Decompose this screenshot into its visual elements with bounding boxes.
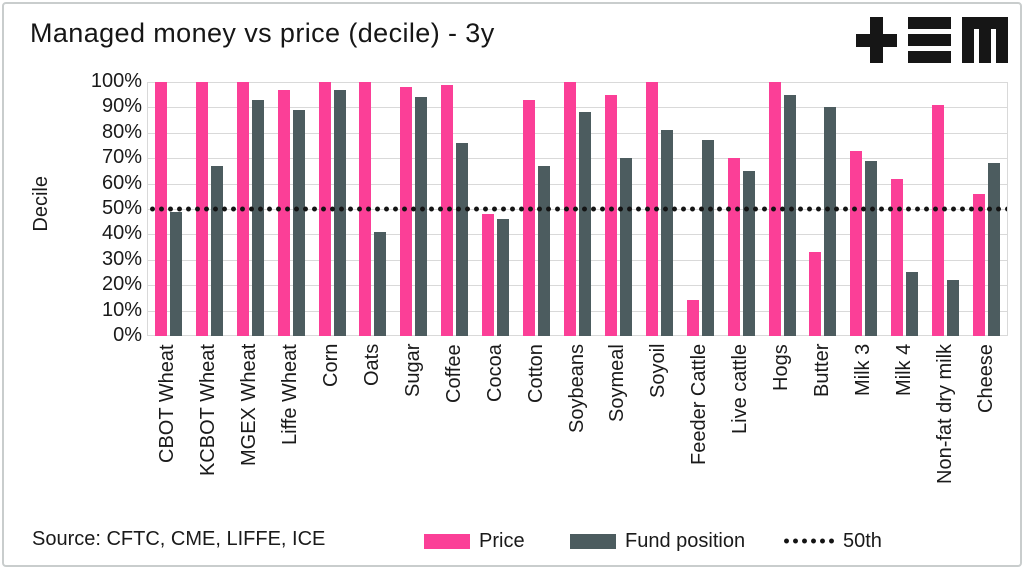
x-axis-label: Cotton (525, 344, 547, 403)
bar-fund-position (415, 97, 427, 336)
gridline (148, 158, 1007, 159)
bar-fund-position (456, 143, 468, 336)
x-axis-label: Feeder Cattle (688, 344, 710, 466)
y-tick-label: 80% (101, 120, 142, 143)
x-axis-label: MGEX Wheat (238, 344, 260, 467)
bar-fund-position (211, 166, 223, 336)
bar-fund-position (170, 212, 182, 336)
x-axis-label: Cheese (975, 344, 997, 413)
bar-fund-position (865, 161, 877, 336)
bar-price (932, 105, 944, 336)
bar-fund-position (293, 110, 305, 336)
bar-fund-position (579, 112, 591, 336)
bar-price (728, 158, 740, 336)
x-axis-label: Milk 4 (893, 344, 915, 397)
bar-fund-position (620, 158, 632, 336)
x-axis-label: KCBOT Wheat (197, 344, 219, 476)
legend-item-fund: Fund position (570, 530, 745, 552)
x-axis-label: CBOT Wheat (156, 344, 178, 463)
gridline (148, 311, 1007, 312)
bar-fund-position (538, 166, 550, 336)
x-axis-label: Live cattle (729, 344, 751, 435)
x-axis-label: Coffee (443, 344, 465, 403)
chart-title: Managed money vs price (decile) - 3y (30, 18, 495, 48)
triple-bar-icon (908, 17, 951, 63)
legend-label-fund: Fund position (625, 529, 746, 552)
y-tick-label: 30% (101, 247, 142, 270)
legend-label-50th: 50th (843, 529, 882, 552)
bar-fund-position (497, 219, 509, 336)
x-axis-label: Corn (320, 344, 342, 388)
gridline (148, 82, 1007, 83)
x-axis-label: Sugar (402, 344, 424, 398)
y-tick-label: 100% (90, 70, 142, 92)
source-note: Source: CFTC, CME, LIFFE, ICE (32, 528, 326, 550)
bar-price (523, 100, 535, 336)
y-axis-label: Decile (30, 176, 52, 232)
plus-icon (856, 17, 897, 63)
gridline (148, 234, 1007, 235)
m-icon (962, 17, 1008, 63)
bar-price (809, 252, 821, 336)
bar-price (482, 214, 494, 336)
y-tick-label: 50% (101, 197, 142, 219)
bar-fund-position (743, 171, 755, 336)
bar-price (973, 194, 985, 336)
bar-fund-position (784, 95, 796, 336)
x-axis-label: Soybeans (566, 344, 588, 433)
y-tick-label: 90% (101, 95, 142, 118)
x-axis-label: Non-fat dry milk (934, 344, 956, 485)
dotted-line-swatch (782, 538, 834, 544)
x-axis-label: Oats (361, 344, 383, 387)
legend-item-price: Price (424, 530, 525, 552)
y-tick-label: 40% (101, 222, 142, 245)
x-axis-label: Butter (811, 344, 833, 398)
bar-price (687, 300, 699, 336)
bar-fund-position (702, 140, 714, 336)
price-swatch (424, 533, 470, 549)
x-axis-label: Milk 3 (852, 344, 874, 397)
y-tick-label: 60% (101, 171, 142, 194)
gridline (148, 285, 1007, 286)
y-tick-label: 10% (101, 298, 142, 321)
bar-fund-position (374, 232, 386, 336)
fund-position-swatch (570, 533, 616, 549)
gridline (148, 260, 1007, 261)
legend-item-50th: 50th (782, 530, 882, 552)
legend-label-price: Price (479, 529, 525, 552)
bar-price (850, 151, 862, 336)
bar-fund-position (988, 163, 1000, 336)
bar-fund-position (906, 272, 918, 336)
tem-logo (856, 17, 1008, 63)
y-tick-label: 0% (113, 324, 142, 346)
bar-fund-position (824, 107, 836, 336)
x-axis-label: Liffe Wheat (279, 344, 301, 445)
bar-price (278, 90, 290, 336)
plot-area (147, 82, 1008, 336)
bar-fund-position (947, 280, 959, 336)
x-axis-label: Hogs (770, 344, 792, 391)
gridline (148, 107, 1007, 108)
x-axis-label: Soyoil (647, 344, 669, 399)
gridline (148, 133, 1007, 134)
gridline (148, 335, 1007, 336)
gridline (148, 184, 1007, 185)
reference-line-50th (148, 206, 1007, 212)
bar-fund-position (661, 130, 673, 336)
bar-fund-position (252, 100, 264, 336)
bar-price (891, 179, 903, 336)
y-tick-label: 70% (101, 146, 142, 169)
y-tick-label: 20% (101, 273, 142, 296)
x-axis-label: Soymeal (606, 344, 628, 422)
bar-price (605, 95, 617, 336)
bar-fund-position (334, 90, 346, 336)
x-axis-label: Cocoa (484, 344, 506, 402)
